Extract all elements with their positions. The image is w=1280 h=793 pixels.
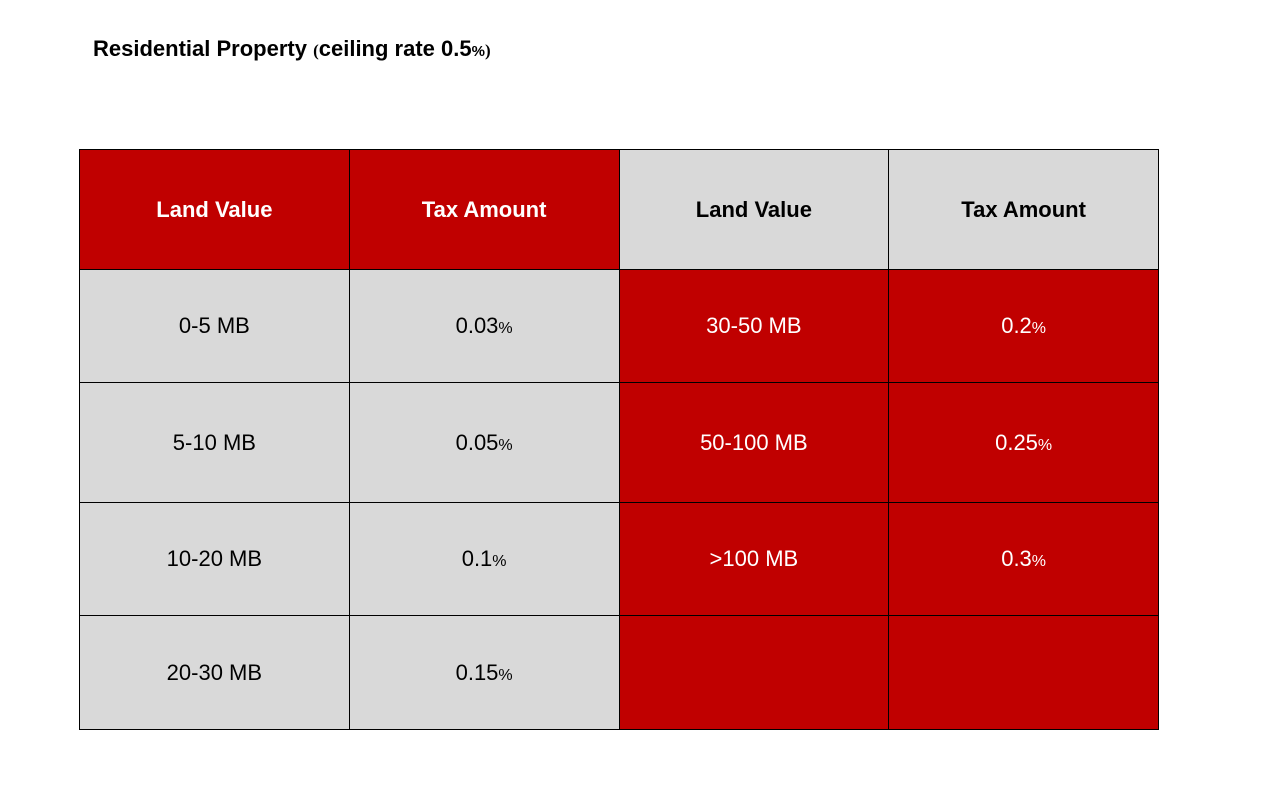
empty-cell bbox=[888, 615, 1159, 730]
land-value-cell: 0-5 MB bbox=[79, 269, 350, 383]
tax-value: 0.05 bbox=[455, 429, 499, 455]
tax-amount-cell: 0.1% bbox=[348, 502, 620, 616]
page-title: Residential Property (ceiling rate 0.5%) bbox=[93, 36, 491, 62]
table-row: 10-20 MB 0.1% >100 MB 0.3% bbox=[79, 502, 1159, 616]
title-paren-close: ) bbox=[484, 41, 491, 60]
land-value-cell: >100 MB bbox=[618, 502, 890, 616]
land-value-cell: 5-10 MB bbox=[79, 382, 350, 503]
percent-sign: % bbox=[1037, 436, 1053, 454]
tax-amount-cell: 0.2% bbox=[888, 269, 1159, 383]
land-value-cell: 30-50 MB bbox=[618, 269, 890, 383]
table-row: 0-5 MB 0.03% 30-50 MB 0.2% bbox=[79, 269, 1159, 383]
tax-value: 0.1 bbox=[461, 546, 493, 571]
tax-value: 0.15 bbox=[455, 659, 499, 685]
header-tax-amount-1: Tax Amount bbox=[348, 149, 620, 270]
tax-amount-cell: 0.03% bbox=[348, 269, 620, 383]
tax-value: 0.3 bbox=[1001, 546, 1032, 571]
land-value-cell: 50-100 MB bbox=[618, 382, 890, 503]
empty-cell bbox=[618, 615, 890, 730]
table-row: 20-30 MB 0.15% bbox=[79, 615, 1159, 730]
tax-amount-cell: 0.25% bbox=[888, 382, 1159, 503]
title-main: Residential Property bbox=[93, 36, 314, 61]
tax-value: 0.2 bbox=[1001, 313, 1032, 338]
percent-sign: % bbox=[498, 320, 513, 337]
tax-amount-cell: 0.15% bbox=[348, 615, 620, 730]
header-land-value-2: Land Value bbox=[618, 149, 890, 270]
header-tax-amount-2: Tax Amount bbox=[888, 149, 1159, 270]
header-land-value-1: Land Value bbox=[79, 149, 350, 270]
tax-rate-table: Land Value Tax Amount Land Value Tax Amo… bbox=[79, 149, 1159, 730]
title-percent: % bbox=[471, 43, 485, 60]
tax-value: 0.25 bbox=[995, 429, 1038, 455]
table-header-row: Land Value Tax Amount Land Value Tax Amo… bbox=[79, 149, 1159, 270]
percent-sign: % bbox=[1031, 320, 1047, 337]
percent-sign: % bbox=[492, 553, 507, 570]
percent-sign: % bbox=[498, 436, 513, 454]
percent-sign: % bbox=[498, 666, 513, 684]
land-value-cell: 20-30 MB bbox=[79, 615, 350, 730]
land-value-cell: 10-20 MB bbox=[79, 502, 350, 616]
table-row: 5-10 MB 0.05% 50-100 MB 0.25% bbox=[79, 382, 1159, 503]
title-rest: ceiling rate 0.5 bbox=[318, 36, 472, 61]
tax-amount-cell: 0.3% bbox=[888, 502, 1159, 616]
percent-sign: % bbox=[1031, 553, 1047, 570]
title-paren-open: ( bbox=[313, 41, 319, 60]
tax-amount-cell: 0.05% bbox=[348, 382, 620, 503]
tax-value: 0.03 bbox=[455, 313, 499, 338]
